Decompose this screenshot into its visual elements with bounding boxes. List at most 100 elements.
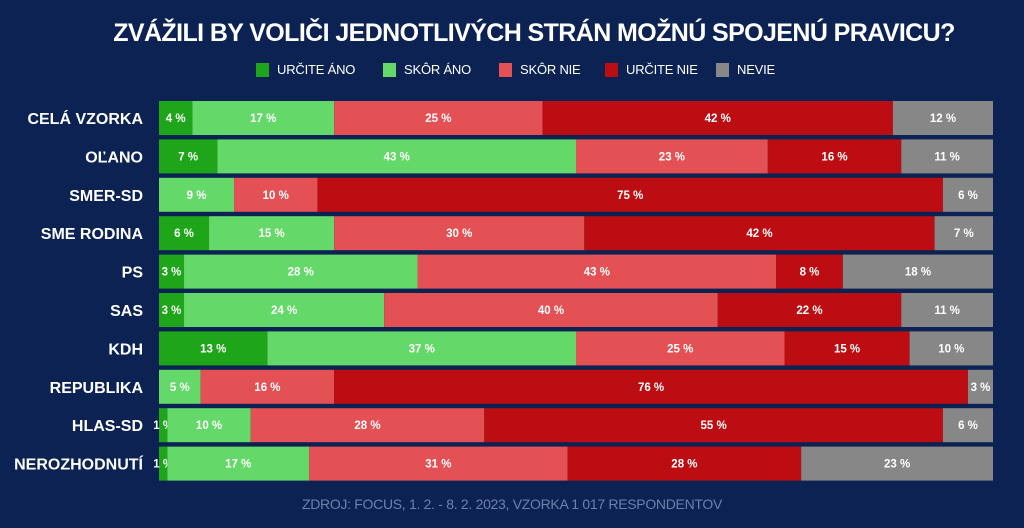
- bar-segment-skor-ano: [159, 369, 201, 404]
- data-label: 10 %: [938, 343, 964, 355]
- category-label: REPUBLIKA: [50, 380, 144, 397]
- category-label: OĽANO: [85, 149, 143, 166]
- data-label: 17 %: [225, 459, 251, 471]
- data-label: 3 %: [971, 382, 991, 394]
- data-label: 15 %: [258, 228, 284, 240]
- data-label: 6 %: [174, 228, 194, 240]
- data-label: 11 %: [934, 151, 960, 163]
- bar-segment-skor-nie: [576, 331, 785, 366]
- bar-segment-urcite-ano: [159, 293, 185, 327]
- data-label: 11 %: [934, 305, 960, 317]
- bar-segment-nevie: [892, 101, 993, 135]
- legend-swatch-nevie: [716, 62, 729, 77]
- category-label: NEROZHODNUTÍ: [14, 455, 143, 474]
- bar-segment-nevie: [909, 331, 993, 366]
- data-label: 7 %: [178, 151, 198, 163]
- bar-segment-urcite-ano: [159, 139, 218, 174]
- chart-title: ZVÁŽILI BY VOLIČI JEDNOTLIVÝCH STRÁN MOŽ…: [113, 19, 955, 47]
- legend-item-nevie: NEVIE: [716, 62, 775, 77]
- legend: URČITE ÁNO SKÔR ÁNO SKÔR NIE URČITE NIE …: [0, 62, 1024, 80]
- bar-segment-urcite-nie: [317, 177, 943, 212]
- legend-swatch-skor-ano: [383, 62, 396, 77]
- legend-item-urcite-nie: URČITE NIE: [605, 62, 698, 77]
- bar-segment-urcite-ano: [159, 254, 185, 289]
- data-label: 10 %: [263, 190, 289, 202]
- bar-segment-urcite-ano: [159, 216, 210, 251]
- source-footer: ZDROJ: FOCUS, 1. 2. - 8. 2. 2023, VZORKA…: [301, 496, 723, 512]
- data-label: 25 %: [667, 343, 693, 355]
- bar-row-sas: SAS 3 % 24 % 40 % 22 % 11 %: [110, 293, 993, 327]
- legend-label: NEVIE: [737, 62, 776, 77]
- bar-segment-urcite-nie: [567, 446, 802, 481]
- bar-segment-urcite-ano: [159, 446, 168, 481]
- bar-segment-urcite-ano: [159, 101, 193, 135]
- bar-segment-nevie: [842, 254, 993, 289]
- data-label: 43 %: [584, 267, 610, 279]
- data-label: 43 %: [384, 151, 410, 163]
- category-label: SMER-SD: [69, 188, 143, 205]
- bar-segment-nevie: [934, 216, 993, 251]
- data-label: 8 %: [800, 267, 820, 279]
- legend-swatch-skor-nie: [499, 62, 512, 77]
- data-label: 31 %: [425, 459, 451, 471]
- category-label: SME RODINA: [41, 226, 144, 243]
- data-label: 6 %: [958, 420, 978, 432]
- bar-segment-nevie: [901, 139, 993, 174]
- category-label: PS: [122, 265, 144, 282]
- bar-segment-skor-ano: [217, 139, 576, 174]
- data-label: 18 %: [905, 267, 931, 279]
- bar-row-republika: REPUBLIKA 5 % 16 % 76 % 3 %: [50, 369, 993, 404]
- bar-segment-nevie: [901, 293, 993, 327]
- bar-segment-skor-nie: [250, 408, 485, 443]
- data-label: 17 %: [250, 113, 276, 125]
- bar-segment-urcite-nie: [542, 101, 893, 135]
- data-label: 28 %: [288, 267, 314, 279]
- data-label: 23 %: [884, 459, 910, 471]
- bar-segment-skor-nie: [309, 446, 568, 481]
- data-label: 40 %: [538, 305, 564, 317]
- data-label: 24 %: [271, 305, 297, 317]
- data-label: 28 %: [354, 420, 380, 432]
- data-label: 5 %: [170, 382, 190, 394]
- bar-row-sme-rodina: SME RODINA 6 % 15 % 30 % 42 % 7 %: [41, 216, 993, 251]
- bar-segment-skor-nie: [576, 139, 768, 174]
- legend-label: SKÔR NIE: [520, 62, 581, 77]
- bar-segment-urcite-nie: [784, 331, 910, 366]
- bar-segment-skor-ano: [209, 216, 335, 251]
- bar-segment-skor-ano: [167, 408, 251, 443]
- bar-segment-nevie: [942, 177, 993, 212]
- data-label: 6 %: [958, 190, 978, 202]
- category-label: KDH: [108, 341, 143, 358]
- data-label: 9 %: [187, 190, 207, 202]
- data-label: 16 %: [254, 382, 280, 394]
- bar-segment-urcite-nie: [484, 408, 943, 443]
- bar-segment-skor-nie: [200, 369, 335, 404]
- bar-row-kdh: KDH 13 % 37 % 25 % 15 % 10 %: [108, 331, 993, 366]
- bar-segment-skor-nie: [384, 293, 718, 327]
- bar-segment-skor-nie: [234, 177, 318, 212]
- data-label: 25 %: [425, 113, 451, 125]
- bar-row-hlas-sd: HLAS-SD 1 % 10 % 28 % 55 % 6 %: [72, 408, 993, 443]
- data-label: 13 %: [200, 343, 226, 355]
- bar-segment-skor-ano: [184, 254, 418, 289]
- bar-segment-urcite-ano: [159, 331, 268, 366]
- legend-label: SKÔR ÁNO: [404, 62, 472, 77]
- bar-segment-nevie: [967, 369, 993, 404]
- data-label: 42 %: [705, 113, 731, 125]
- data-label: 23 %: [659, 151, 685, 163]
- data-label: 10 %: [196, 420, 222, 432]
- bar-row-cela-vzorka: CELÁ VZORKA 4 % 17 % 25 % 42 % 12 %: [27, 101, 993, 135]
- data-label: 76 %: [638, 382, 664, 394]
- bar-segment-skor-ano: [267, 331, 576, 366]
- data-label: 37 %: [409, 343, 435, 355]
- bar-row-smer-sd: SMER-SD 9 % 10 % 75 % 6 %: [69, 177, 993, 212]
- data-label: 55 %: [701, 420, 727, 432]
- bar-row-nerozhodnuti: NEROZHODNUTÍ 1 % 17 % 31 % 28 % 23 %: [14, 446, 993, 481]
- bar-segment-urcite-nie: [584, 216, 935, 251]
- category-label: SAS: [110, 303, 143, 320]
- category-label: CELÁ VZORKA: [27, 109, 143, 128]
- bar-segment-nevie: [801, 446, 993, 481]
- bar-segment-nevie: [942, 408, 993, 443]
- data-label: 22 %: [796, 305, 822, 317]
- data-label: 30 %: [446, 228, 472, 240]
